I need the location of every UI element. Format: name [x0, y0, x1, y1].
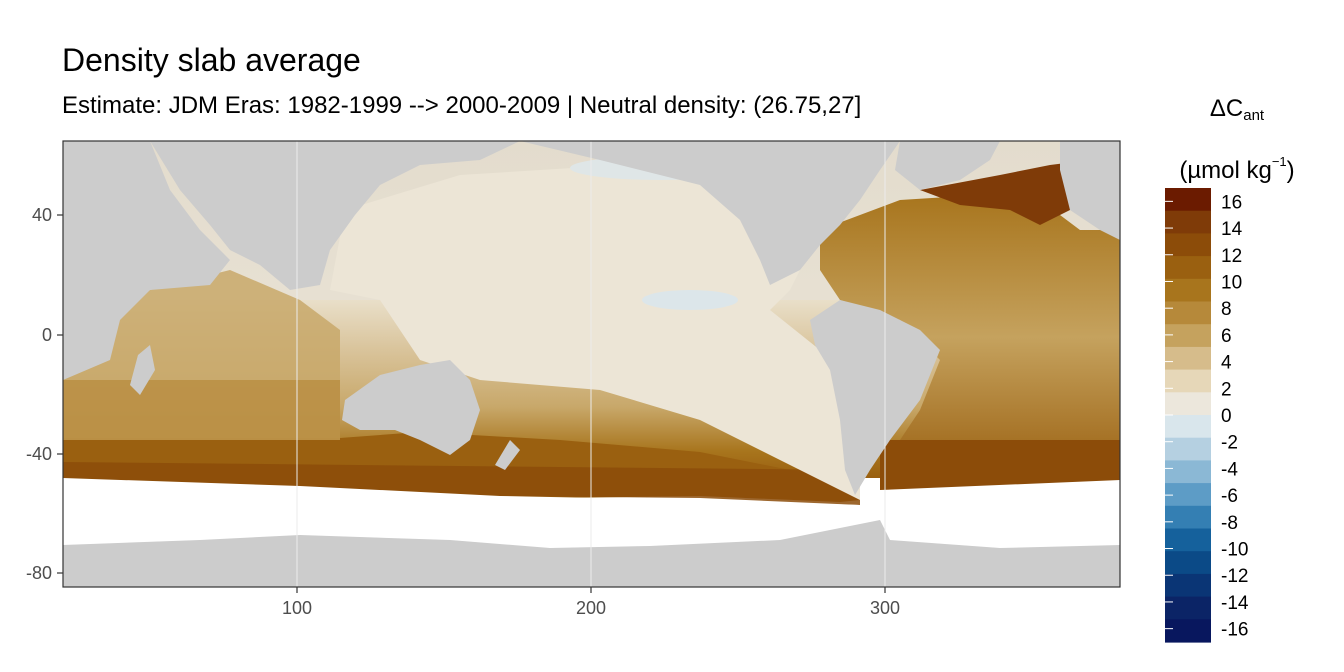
- legend-color-step: [1165, 301, 1211, 325]
- legend-tick-label: 4: [1221, 353, 1232, 374]
- legend-color-step: [1165, 505, 1211, 530]
- legend-color-step: [1165, 596, 1211, 620]
- legend-color-step: [1165, 437, 1211, 461]
- legend-color-step: [1165, 256, 1211, 280]
- legend-color-step: [1165, 346, 1211, 371]
- southern-band-edge: [63, 462, 860, 505]
- australia: [342, 360, 480, 455]
- y-tick-label: -40: [26, 444, 52, 464]
- x-tick-label: 200: [576, 598, 606, 618]
- legend-color-step: [1165, 460, 1211, 484]
- legend-tick-label: 8: [1221, 299, 1232, 320]
- map-subtitle: Estimate: JDM Eras: 1982-1999 --> 2000-2…: [62, 92, 862, 119]
- legend-tick-label: -12: [1221, 566, 1248, 587]
- legend-tick-label: 16: [1221, 192, 1242, 213]
- eurasia: [150, 141, 520, 290]
- north-atlantic-high: [920, 160, 1090, 225]
- legend-tick-label: 6: [1221, 326, 1232, 347]
- legend-color-step: [1165, 324, 1211, 348]
- south-atlantic-band: [880, 440, 1120, 490]
- legend-color-step: [1165, 528, 1211, 552]
- legend-color-step: [1165, 415, 1211, 439]
- legend-tick-label: 0: [1221, 406, 1232, 427]
- axis-tick-marks: [57, 214, 886, 593]
- europe: [1060, 141, 1120, 240]
- south-america: [810, 300, 940, 495]
- legend-tick-label: -10: [1221, 540, 1248, 561]
- legend-color-step: [1165, 573, 1211, 598]
- legend-color-step: [1165, 278, 1211, 303]
- legend-title: ΔCant (µmol kg−1): [1162, 86, 1312, 194]
- legend-color-step: [1165, 210, 1211, 234]
- legend-colorbar: [1165, 188, 1211, 643]
- pacific-light-area: [330, 165, 860, 500]
- legend-tick-label: 14: [1221, 219, 1243, 240]
- legend-color-step: [1165, 483, 1211, 507]
- legend-tick-label: -2: [1221, 433, 1238, 454]
- atlantic-field: [820, 195, 1120, 480]
- y-tick-label: 0: [42, 325, 52, 345]
- map-gridlines: [296, 141, 886, 587]
- legend-color-step: [1165, 369, 1211, 393]
- indian-ocean-south: [63, 380, 340, 440]
- y-tick-label: 40: [32, 205, 52, 225]
- legend-color-step: [1165, 392, 1211, 416]
- legend-color-step: [1165, 619, 1211, 643]
- legend-tick-label: -4: [1221, 459, 1238, 480]
- legend-tick-label: -14: [1221, 593, 1249, 614]
- legend-color-step: [1165, 188, 1211, 212]
- pacific-negative-patch: [642, 290, 738, 310]
- north-america: [520, 141, 900, 285]
- greenland: [895, 141, 1000, 190]
- legend-tick-label: -6: [1221, 486, 1238, 507]
- legend-tick-labels: 16 14 12 10 8 6 4 2 0 -2 -4 -6 -8 -10 -12 -14 -16: [1165, 192, 1249, 641]
- africa: [63, 141, 230, 380]
- x-tick-label: 100: [282, 598, 312, 618]
- legend-tick-label: -16: [1221, 620, 1248, 641]
- legend-title-unit: (µmol kg−1): [1179, 154, 1295, 184]
- legend-title-variable: ΔCant: [1209, 95, 1265, 124]
- legend-tick-label: 12: [1221, 246, 1242, 267]
- madagascar: [130, 345, 155, 395]
- x-tick-label: 300: [870, 598, 900, 618]
- legend-tick-label: 10: [1221, 272, 1242, 293]
- legend-color-step: [1165, 551, 1211, 575]
- map-title: Density slab average: [62, 42, 361, 78]
- new-zealand: [495, 440, 520, 470]
- legend-color-step: [1165, 233, 1211, 257]
- y-tick-label: -80: [26, 563, 52, 583]
- legend-tick-label: 2: [1221, 379, 1232, 400]
- legend-tick-label: -8: [1221, 513, 1238, 534]
